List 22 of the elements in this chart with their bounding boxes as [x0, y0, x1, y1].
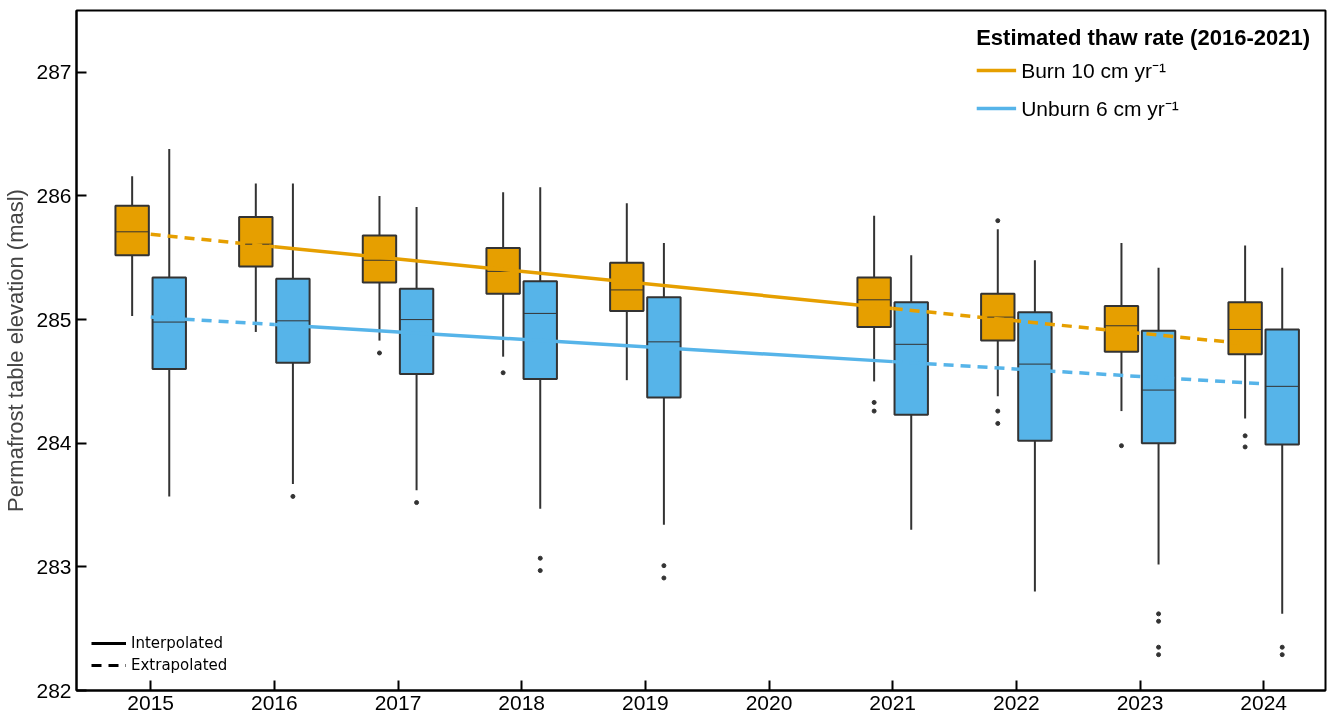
x-tick-label: 2015 [127, 690, 175, 714]
x-tick-label: 2019 [621, 690, 669, 714]
legend-title: Estimated thaw rate (2016-2021) [976, 25, 1310, 51]
x-tick-label: 2017 [374, 690, 422, 714]
y-axis-title: Permafrost table elevation (masl) [3, 189, 29, 512]
x-tick-label: 2022 [992, 690, 1040, 714]
x-tick-label: 2021 [869, 690, 917, 714]
y-tick-label: 287 [36, 60, 72, 84]
x-tick-label: 2024 [1240, 690, 1288, 714]
y-tick-label: 286 [36, 183, 72, 207]
legend-label: Unburn 6 cm yr⁻¹ [1021, 96, 1179, 122]
y-tick-label: 282 [36, 678, 72, 702]
x-tick-label: 2023 [1116, 690, 1164, 714]
x-tick-label: 2018 [498, 690, 546, 714]
y-tick-label: 283 [36, 554, 72, 578]
annotation: Extrapolated [131, 656, 228, 674]
legend-label: Burn 10 cm yr⁻¹ [1021, 58, 1166, 84]
annotation: Interpolated [131, 634, 223, 652]
y-tick-label: 285 [36, 307, 72, 331]
x-tick-label: 2016 [251, 690, 298, 714]
x-tick-label: 2020 [745, 690, 793, 714]
y-tick-label: 284 [36, 431, 72, 455]
